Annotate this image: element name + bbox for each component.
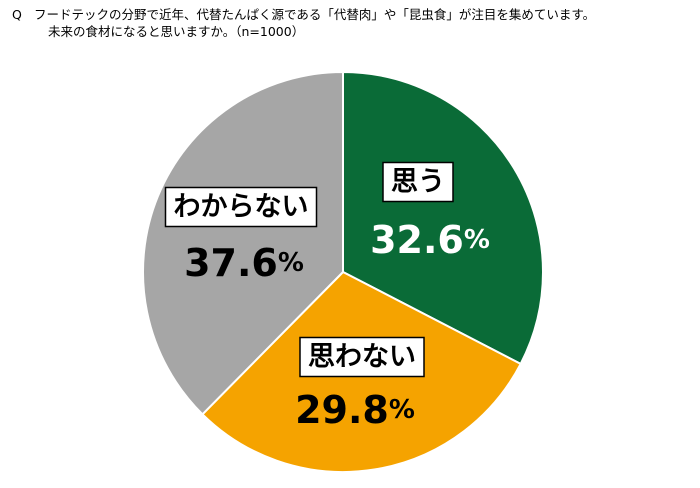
slice-value-unit-2: % [278, 248, 304, 278]
slice-value-number-1: 29.8 [295, 388, 389, 432]
question-line-1: Q フードテックの分野で近年、代替たんぱく源である「代替肉」や「昆虫食」が注目を… [12, 6, 595, 23]
slice-value-number-0: 32.6 [370, 218, 464, 262]
slice-category-label-1: 思わない [308, 342, 416, 373]
slice-value-number-2: 37.6 [184, 241, 278, 285]
slice-category-box-2 [164, 186, 318, 228]
slice-label-group-1: 思わない 29.8% [295, 336, 425, 432]
slice-category-box-0 [382, 161, 454, 203]
question-line-2: 未来の食材になると思いますか。（n=1000） [48, 24, 305, 39]
pie-slice-2 [142, 71, 344, 416]
question-line-1-text: フードテックの分野で近年、代替たんぱく源である「代替肉」や「昆虫食」が注目を集め… [34, 7, 596, 22]
slice-category-label-2: わからない [174, 192, 309, 223]
slice-value-label-0: 32.6% [370, 218, 490, 262]
slice-value-label-1: 29.8% [295, 388, 415, 432]
slice-category-label-0: 思う [391, 167, 445, 198]
slice-value-label-2: 37.6% [184, 241, 304, 285]
question-marker: Q [12, 7, 22, 22]
slice-value-unit-0: % [464, 225, 490, 255]
pie-slice-0 [342, 71, 544, 365]
slice-label-group-0: 思う 32.6% [370, 161, 490, 262]
slice-category-box-1 [299, 336, 425, 378]
slice-label-group-2: わからない 37.6% [164, 186, 318, 285]
question-text: Q フードテックの分野で近年、代替たんぱく源である「代替肉」や「昆虫食」が注目を… [12, 6, 595, 40]
slice-value-unit-1: % [389, 395, 415, 425]
